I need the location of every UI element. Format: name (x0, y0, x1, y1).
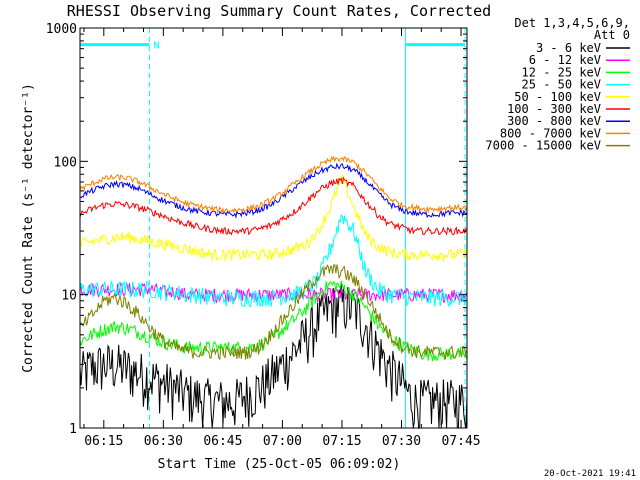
x-tick-label: 06:30 (144, 434, 183, 449)
series-line (79, 162, 468, 219)
legend-label: 7000 - 15000 keV (485, 139, 601, 153)
legend-label: 300 - 800 keV (507, 114, 601, 128)
y-axis-title: Corrected Count Rate (s⁻¹ detector⁻¹) (21, 83, 36, 373)
series-line (79, 176, 468, 236)
series-line (79, 155, 468, 215)
series-line (79, 213, 468, 308)
x-tick-label: 07:30 (382, 434, 421, 449)
series-line (79, 283, 468, 430)
x-tick-label: 06:15 (84, 434, 123, 449)
x-tick-label: 07:45 (441, 434, 480, 449)
legend-label: 12 - 25 keV (522, 65, 601, 79)
legend-label: 3 - 6 keV (536, 41, 601, 55)
series-line (79, 173, 468, 263)
legend-label: 50 - 100 keV (514, 90, 601, 104)
legend-label: 6 - 12 keV (529, 53, 601, 67)
legend-label: 800 - 7000 keV (500, 126, 601, 140)
x-tick-label: 07:15 (322, 434, 361, 449)
y-tick-label: 1000 (46, 22, 77, 37)
y-tick-label: 1 (69, 422, 77, 437)
night-marker: N (153, 41, 159, 52)
plot-area: N (79, 28, 468, 430)
y-tick-label: 100 (54, 155, 77, 170)
series-line (79, 280, 468, 362)
chart-title: RHESSI Observing Summary Count Rates, Co… (67, 2, 491, 20)
legend-title-line-2: Att 0 (594, 28, 630, 42)
plot-frame (79, 27, 468, 429)
y-tick-label: 10 (61, 289, 77, 304)
x-tick-label: 06:45 (203, 434, 242, 449)
legend-title-line-1: Det 1,3,4,5,6,9, (514, 16, 630, 30)
x-axis-title: Start Time (25-Oct-05 06:09:02) (158, 457, 401, 472)
x-tick-label: 07:00 (263, 434, 302, 449)
legend-label: 25 - 50 keV (522, 78, 601, 92)
axis-ticks: 06:15 06:30 06:45 07:00 07:15 07:30 07:45 1 10 10… (46, 22, 481, 449)
series-line (79, 264, 468, 361)
legend-label: 100 - 300 keV (507, 102, 601, 116)
footer-date: 20-Oct-2021 19:41 (544, 469, 636, 479)
